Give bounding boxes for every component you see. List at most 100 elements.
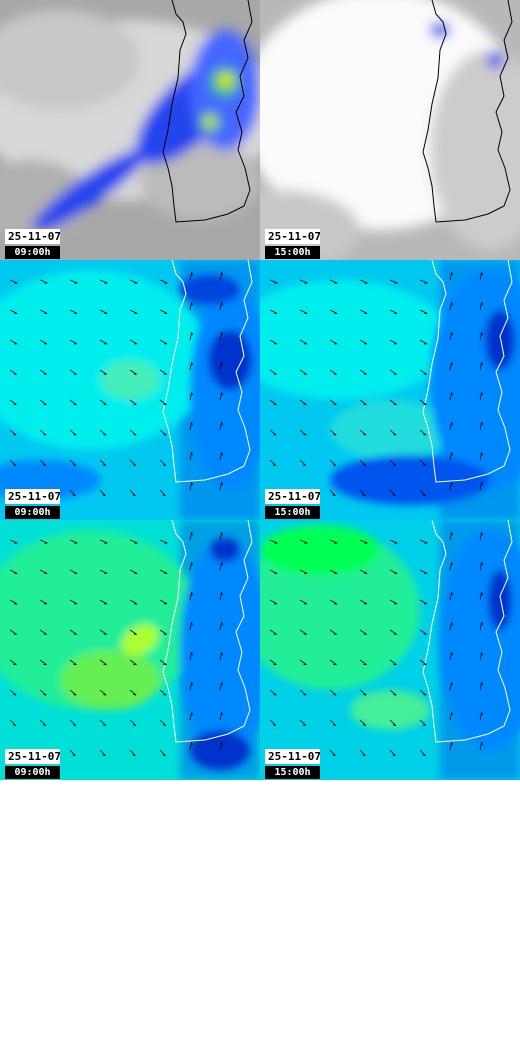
wind-arrow (479, 592, 483, 601)
coastline (422, 0, 513, 223)
wind-arrow (419, 369, 427, 375)
field-blob (208, 330, 252, 390)
wind-arrow (359, 429, 367, 436)
field-blob (0, 270, 210, 450)
wind-arrow (299, 309, 308, 314)
wind-arrow (269, 279, 278, 284)
wind-arrow (159, 429, 167, 436)
wind-arrow (389, 399, 397, 406)
wind-arrow (269, 539, 278, 544)
map (0, 520, 260, 780)
wind-arrow (219, 302, 223, 311)
date-label: 25-11-07 (265, 229, 320, 244)
date-label: 25-11-07 (5, 489, 60, 504)
wind-arrow (419, 489, 426, 497)
wind-arrow (479, 742, 483, 751)
wind-arrow (159, 719, 167, 726)
wind-arrow (299, 369, 307, 375)
wind-arrow (299, 539, 308, 544)
wind-arrow (129, 629, 137, 635)
field-blob (260, 280, 450, 400)
wind-arrow (269, 429, 277, 436)
wind-arrow (9, 279, 18, 284)
wind-arrow (99, 459, 107, 466)
wind-arrow (449, 712, 453, 721)
wind-arrow (359, 629, 367, 635)
wind-arrow (449, 652, 453, 661)
wind-arrow (299, 339, 308, 345)
wind-arrow (449, 682, 453, 691)
wind-arrow (159, 399, 167, 406)
wind-arrow (299, 719, 307, 726)
wind-arrow (9, 339, 18, 345)
wind-arrow (39, 719, 47, 726)
wind-arrow (99, 369, 107, 375)
field-blob (350, 690, 430, 730)
wind-arrow (269, 629, 277, 635)
wind-arrow (419, 569, 428, 574)
wind-arrow (479, 332, 483, 341)
wind-arrow (359, 689, 367, 696)
wind-arrow (39, 369, 47, 375)
wind-arrow (39, 659, 47, 666)
wind-arrow (299, 629, 307, 635)
wind-arrow (39, 429, 47, 436)
wind-arrow (9, 429, 17, 436)
wind-arrow (129, 719, 137, 726)
wind-arrow (99, 629, 107, 635)
wind-arrow (389, 489, 396, 497)
field-blob (121, 624, 159, 656)
wind-arrow (449, 422, 453, 431)
wind-arrow (99, 539, 108, 544)
wind-arrow (69, 629, 77, 635)
field-blob (430, 50, 520, 250)
wind-arrow (39, 599, 48, 605)
wind-arrow (189, 332, 193, 341)
wind-arrow (329, 539, 338, 544)
wind-arrow (419, 539, 428, 544)
wind-arrow (219, 452, 223, 461)
wind-arrow (479, 532, 483, 541)
date-label: 25-11-07 (5, 749, 60, 764)
wind-arrow (159, 749, 166, 757)
wind-arrow (299, 599, 308, 605)
wind-arrow (189, 652, 193, 661)
wind-arrow (99, 569, 108, 574)
wind-arrow (389, 279, 398, 284)
wind-arrow (189, 682, 193, 691)
wind-arrow (69, 309, 78, 314)
wind-arrow (449, 452, 453, 461)
wind-arrow (99, 339, 108, 345)
wind-arrow (479, 482, 483, 491)
wind-arrow (359, 569, 368, 574)
wind-arrow (479, 622, 483, 631)
wind-arrow (419, 659, 427, 666)
wind-arrow (39, 539, 48, 544)
wind-arrow (129, 279, 138, 284)
wind-arrow (9, 689, 17, 696)
field-blob (32, 148, 148, 232)
wind-arrow (389, 599, 398, 605)
wind-arrow (299, 659, 307, 666)
wind-arrow (129, 399, 137, 406)
wind-arrow (219, 682, 223, 691)
wind-arrow (39, 399, 47, 406)
wind-arrow (389, 429, 397, 436)
wind-arrow (389, 569, 398, 574)
time-label: 09:00h (5, 766, 60, 779)
wind-arrow (219, 482, 223, 491)
wind-arrow (189, 742, 193, 751)
wind-arrow (329, 629, 337, 635)
field-blob (60, 650, 160, 710)
time-label: 15:00h (265, 246, 320, 259)
wind-arrow (329, 309, 338, 314)
wind-arrow (159, 569, 168, 574)
wind-arrow (359, 279, 368, 284)
wind-arrow (189, 562, 193, 571)
field-blob (260, 525, 380, 575)
wind-arrow (159, 339, 168, 345)
wind-arrow (389, 369, 397, 375)
map (0, 0, 260, 260)
wind-arrow (9, 599, 18, 605)
wind-arrow (389, 629, 397, 635)
